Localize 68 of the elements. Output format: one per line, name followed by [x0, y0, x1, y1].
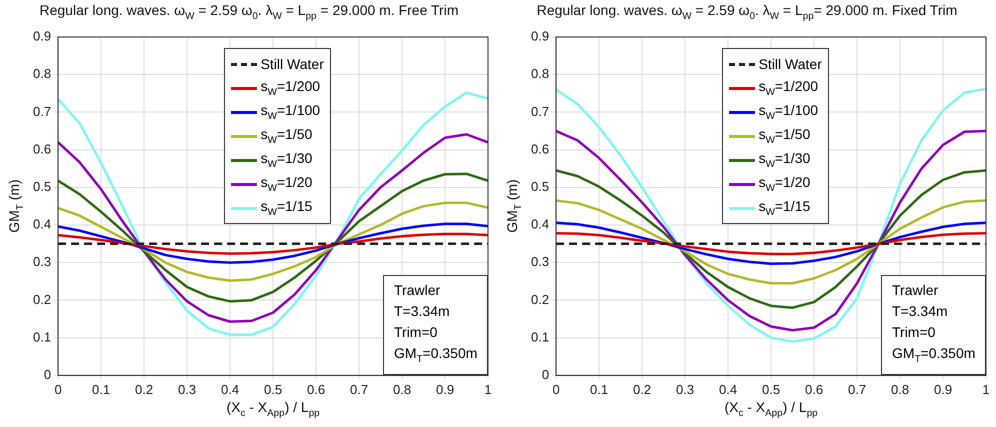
legend-label: s$_{W}$=1/200	[758, 78, 818, 98]
x-tick-label: 0.6	[306, 382, 326, 397]
legend-label: Still Water	[260, 56, 324, 72]
y-tick-label: 0.9	[530, 28, 550, 44]
legend-label: s$_{W}$=1/100	[260, 102, 320, 122]
legend-label: s$_{W}$=1/50	[758, 126, 810, 146]
y-tick-label: 0.8	[32, 66, 52, 82]
y-tick-label: 0.5	[530, 178, 550, 194]
y-tick-label: 0	[44, 366, 52, 382]
x-tick-label: 0.7	[350, 382, 368, 397]
y-tick-label: 0.2	[32, 292, 52, 307]
x-tick-label: 0	[54, 382, 62, 397]
legend-label: s$_{W}$=1/30	[260, 150, 312, 170]
y-tick-label: 0.3	[530, 254, 550, 270]
x-tick-label: 1	[484, 382, 492, 397]
x-tick-label: 0.9	[436, 382, 454, 397]
x-tick-label: 0.2	[633, 382, 652, 397]
x-axis-title: (X$_{c}$ - X$_{App}$) / L$_{pp}$	[724, 399, 818, 420]
y-tick-label: 0.1	[32, 329, 52, 344]
legend-label: s$_{W}$=1/20	[260, 174, 312, 194]
y-tick-label: 0.7	[530, 104, 550, 119]
chart-title: Regular long. waves. ω$_{W}$ = 2.59 ω$_{0}$. λ$_{W}$ = L$_{pp}$= 29.000 m. Fixed Trim	[536, 2, 958, 22]
x-tick-label: 0.3	[676, 382, 694, 397]
legend-label: s$_{W}$=1/20	[758, 174, 810, 194]
y-tick-label: 0.2	[530, 292, 550, 307]
y-tick-label: 0.6	[32, 141, 52, 156]
y-tick-label: 0.1	[530, 329, 550, 344]
y-tick-label: 0.8	[530, 66, 550, 82]
y-tick-label: 0.3	[32, 254, 52, 270]
annotation: Trawler	[394, 281, 442, 300]
y-tick-label: 0	[542, 366, 550, 382]
legend-label: s$_{W}$=1/30	[758, 150, 810, 170]
x-tick-label: 0.7	[848, 382, 866, 397]
annotation: T=3.34m	[892, 302, 949, 322]
legend-label: s$_{W}$=1/15	[260, 198, 312, 218]
legend-label: s$_{W}$=1/200	[260, 78, 320, 98]
y-tick-label: 0.7	[32, 104, 52, 119]
legend-label: Still Water	[758, 56, 822, 72]
legend-label: s$_{W}$=1/50	[260, 126, 312, 146]
y-tick-label: 0.6	[530, 141, 550, 156]
x-tick-label: 0.9	[934, 382, 952, 397]
x-tick-label: 0.1	[92, 382, 110, 397]
x-axis-title: (X$_{c}$ - X$_{App}$) / L$_{pp}$	[226, 399, 320, 420]
annotation: Trim=0	[394, 323, 438, 342]
x-tick-label: 0.8	[890, 382, 910, 397]
x-tick-label: 0.5	[264, 382, 282, 397]
y-tick-label: 0.4	[530, 216, 550, 232]
x-tick-label: 0.4	[719, 382, 738, 397]
x-tick-label: 1	[982, 382, 990, 397]
annotation: GM$_{T}$=0.350m	[892, 344, 976, 368]
y-tick-label: 0.4	[32, 216, 52, 232]
annotation: Trawler	[892, 281, 940, 300]
x-tick-label: 0.8	[392, 382, 412, 397]
legend-label: s$_{W}$=1/15	[758, 198, 810, 218]
annotation: Trim=0	[892, 323, 936, 342]
x-tick-label: 0	[552, 382, 560, 397]
x-tick-label: 0.2	[135, 382, 154, 397]
y-tick-label: 0.5	[32, 178, 52, 194]
x-tick-label: 0.1	[590, 382, 608, 397]
chart-title: Regular long. waves. ω$_{W}$ = 2.59 ω$_{0}$. λ$_{W}$ = L$_{pp}$ = 29.000 m. Free Trim	[40, 2, 458, 22]
annotation: GM$_{T}$=0.350m	[394, 344, 478, 368]
annotation: T=3.34m	[394, 302, 451, 322]
x-tick-label: 0.4	[221, 382, 240, 397]
legend-label: s$_{W}$=1/100	[758, 102, 818, 122]
x-tick-label: 0.3	[178, 382, 196, 397]
x-tick-label: 0.6	[804, 382, 824, 397]
x-tick-label: 0.5	[762, 382, 780, 397]
y-tick-label: 0.9	[32, 28, 52, 44]
